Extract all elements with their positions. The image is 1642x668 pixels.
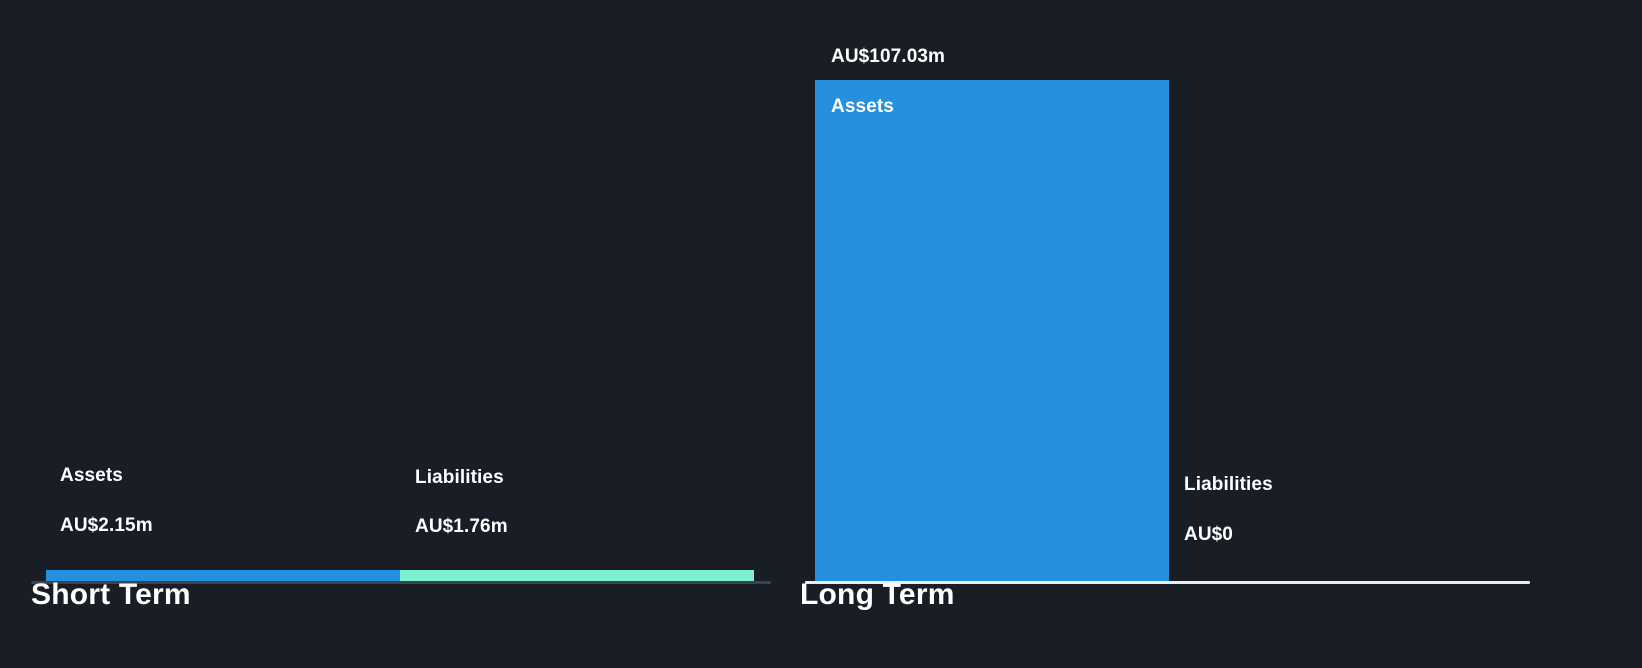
short-term-assets-bar[interactable] — [46, 570, 400, 581]
long-term-baseline-axis — [805, 581, 1530, 584]
short-term-assets-value: AU$2.15m — [60, 515, 153, 536]
short-term-panel: Assets AU$2.15m Liabilities AU$1.76m Sho… — [0, 0, 800, 668]
long-term-liabilities-value: AU$0 — [1184, 524, 1233, 545]
short-term-baseline-axis — [31, 581, 771, 584]
short-term-liabilities-value: AU$1.76m — [415, 516, 508, 537]
short-term-assets-label: Assets — [60, 465, 123, 486]
long-term-liabilities-label: Liabilities — [1184, 474, 1273, 495]
long-term-assets-bar[interactable] — [815, 80, 1169, 581]
long-term-panel: AU$107.03m Assets Liabilities AU$0 Long … — [800, 0, 1642, 668]
short-term-liabilities-bar[interactable] — [400, 570, 754, 581]
short-term-liabilities-label: Liabilities — [415, 467, 504, 488]
short-term-panel-title: Short Term — [31, 578, 191, 611]
long-term-panel-title: Long Term — [800, 578, 955, 611]
long-term-assets-value: AU$107.03m — [831, 46, 946, 67]
long-term-assets-label: Assets — [831, 96, 894, 117]
